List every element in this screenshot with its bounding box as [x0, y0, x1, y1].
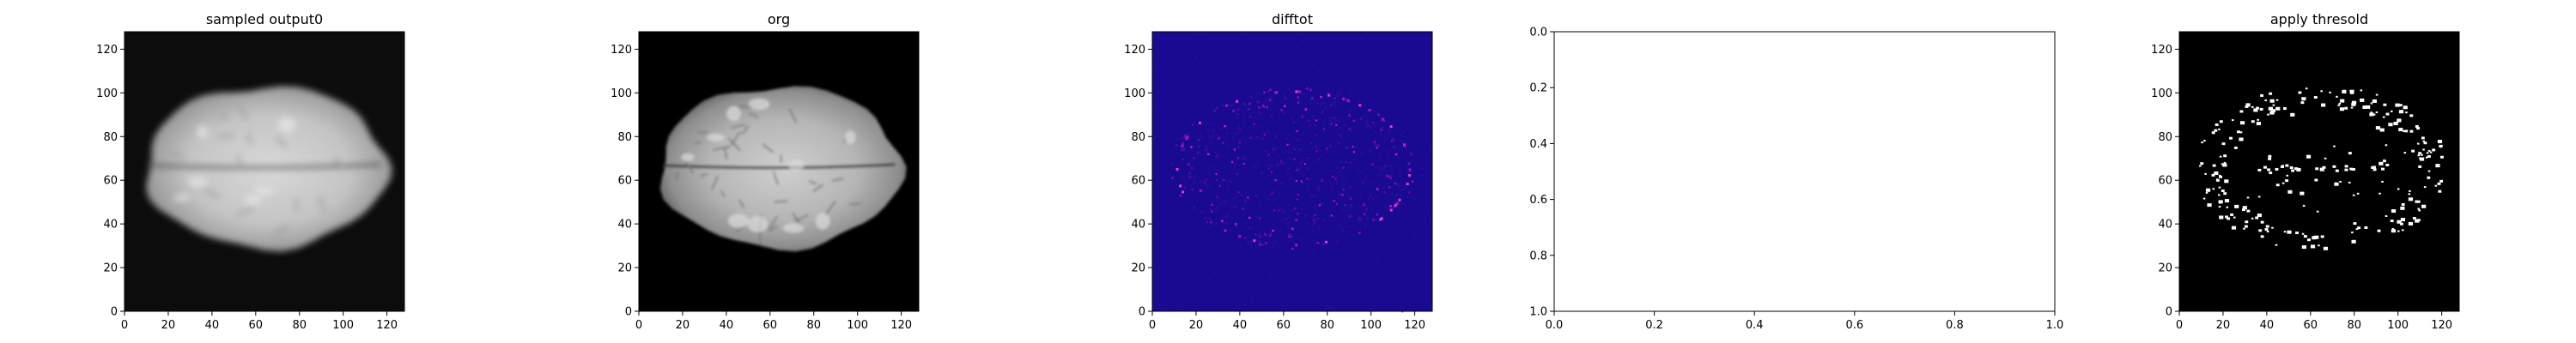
brain-image: [145, 86, 392, 252]
x-tick-label: 40: [205, 319, 220, 332]
y-tick-label: 0.4: [1529, 138, 1547, 151]
y-tick-label: 60: [2158, 175, 2172, 188]
x-tick-label: 0: [1149, 319, 1156, 332]
y-tick-label: 20: [103, 262, 118, 275]
panel-title: org: [768, 11, 790, 27]
x-tick-label: 40: [720, 319, 734, 332]
x-tick-label: 120: [2431, 319, 2452, 332]
x-tick-label: 100: [847, 319, 868, 332]
panel-title: sampled output0: [206, 11, 323, 27]
x-tick-label: 20: [1189, 319, 1204, 332]
y-tick-label: 0.2: [1529, 82, 1547, 95]
y-tick-label: 80: [617, 131, 632, 144]
axes-frame: [1151, 31, 1433, 312]
x-tick-label: 40: [1233, 319, 1248, 332]
x-tick-label: 80: [292, 319, 307, 332]
y-tick-label: 60: [617, 175, 632, 188]
y-tick-label: 100: [96, 87, 118, 100]
x-tick-label: 0.2: [1645, 319, 1663, 332]
axes-frame: [124, 31, 405, 312]
y-tick-label: 0: [111, 306, 118, 319]
y-tick-label: 120: [611, 44, 632, 57]
y-tick-label: 0.0: [1529, 27, 1547, 39]
y-tick-label: 60: [103, 175, 118, 188]
image-background: [2179, 32, 2459, 311]
x-tick-label: 120: [1404, 319, 1425, 332]
y-tick-label: 120: [2151, 44, 2172, 57]
y-tick-label: 0.6: [1529, 194, 1547, 207]
x-tick-label: 20: [161, 319, 176, 332]
axes-frame: [1553, 31, 2056, 312]
x-tick-label: 0.0: [1546, 319, 1564, 332]
y-tick-label: 1.0: [1529, 306, 1547, 319]
y-tick-label: 100: [1124, 87, 1145, 100]
x-tick-label: 0.6: [1845, 319, 1863, 332]
x-tick-label: 60: [2304, 319, 2318, 332]
y-tick-label: 40: [617, 219, 632, 232]
y-tick-label: 80: [103, 131, 118, 144]
y-tick-label: 120: [96, 44, 118, 57]
brain-image: [659, 86, 907, 252]
y-tick-label: 100: [611, 87, 632, 100]
empty-plot-area: [1554, 32, 2055, 311]
x-tick-label: 0: [2176, 319, 2183, 332]
x-tick-label: 1.0: [2046, 319, 2064, 332]
x-tick-label: 0: [121, 319, 128, 332]
y-tick-label: 40: [103, 219, 118, 232]
y-tick-label: 20: [1131, 262, 1145, 275]
x-tick-label: 80: [806, 319, 821, 332]
y-tick-label: 100: [2151, 87, 2172, 100]
y-tick-label: 80: [2158, 131, 2172, 144]
panel-title: difftot: [1272, 11, 1313, 27]
x-tick-label: 100: [332, 319, 354, 332]
x-tick-label: 100: [1360, 319, 1382, 332]
y-tick-label: 60: [1131, 175, 1145, 188]
x-tick-label: 60: [1277, 319, 1291, 332]
y-tick-label: 40: [2158, 219, 2172, 232]
panel-empty-axes: 0.0 0.2 0.4 0.6 0.8 1.00.00.20.40.60.81.0: [1529, 27, 2063, 333]
y-tick-label: 80: [1131, 131, 1145, 144]
axes-frame: [2178, 31, 2460, 312]
difference-speckles: [1153, 33, 1432, 313]
x-tick-label: 120: [376, 319, 398, 332]
x-tick-label: 60: [763, 319, 778, 332]
threshold-mask: [2199, 87, 2444, 250]
y-tick-label: 0: [2166, 306, 2172, 319]
x-tick-label: 0: [635, 319, 642, 332]
panel-apply-thresold: apply thresold 0 20 40 60 80 100 120 0 20 40 60 80 10…: [2151, 11, 2460, 332]
x-tick-label: 120: [890, 319, 912, 332]
x-tick-label: 100: [2387, 319, 2409, 332]
y-tick-label: 0.8: [1529, 250, 1547, 262]
x-tick-label: 80: [2347, 319, 2361, 332]
panel-org: org 0 20 40 60 80 100 120 0 20 40 60 80 100 120: [611, 11, 920, 332]
x-tick-label: 60: [249, 319, 264, 332]
x-tick-label: 0.4: [1746, 319, 1764, 332]
image-background: [1152, 32, 1432, 311]
x-tick-label: 20: [2216, 319, 2231, 332]
x-tick-label: 40: [2260, 319, 2275, 332]
x-tick-label: 20: [676, 319, 690, 332]
y-tick-label: 0: [1139, 306, 1145, 319]
y-tick-label: 40: [1131, 219, 1145, 232]
panel-difftot: difftot 0 20 40 60 80 100 120 0 20 40 60 80 100 120: [1124, 11, 1433, 332]
y-tick-label: 20: [617, 262, 632, 275]
axes-frame: [638, 31, 920, 312]
y-tick-label: 20: [2158, 262, 2172, 275]
y-tick-label: 120: [1124, 44, 1145, 57]
x-tick-label: 0.8: [1946, 319, 1964, 332]
x-tick-label: 80: [1320, 319, 1334, 332]
panel-sampled-output0: sampled output0 0 20 40 60 80 100 120 0 20 40 60 80 1…: [96, 11, 405, 332]
panel-title: apply thresold: [2270, 11, 2368, 27]
y-tick-label: 0: [625, 306, 632, 319]
